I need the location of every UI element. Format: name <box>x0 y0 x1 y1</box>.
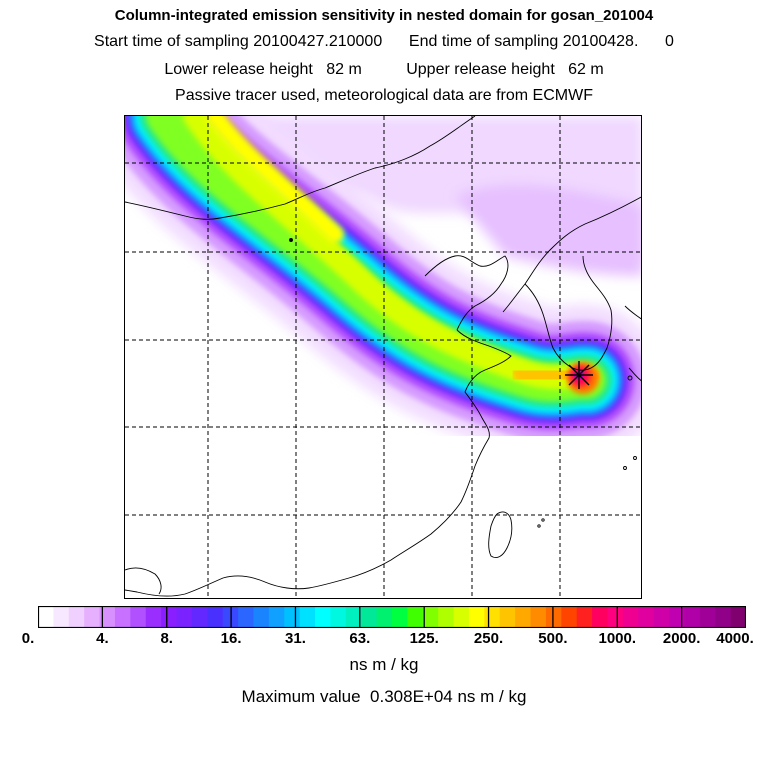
maximum-value-label: Maximum value 0.308E+04 ns m / kg <box>241 687 527 706</box>
colorbar-tick-label: 2000. <box>662 630 701 647</box>
colorbar-swatch <box>68 606 85 628</box>
colorbar-swatch <box>268 606 285 628</box>
colorbar-swatch <box>530 606 547 628</box>
colorbar-tick-label: 8. <box>160 630 173 647</box>
colorbar-tick-label: 31. <box>285 630 306 647</box>
map-svg <box>125 116 641 598</box>
colorbar-tick-label: 0. <box>21 630 35 647</box>
colorbar-swatch <box>84 606 101 628</box>
colorbar-swatch <box>130 606 147 628</box>
colorbar-swatch <box>438 606 455 628</box>
colorbar-swatch <box>330 606 347 628</box>
colorbar-swatch <box>730 606 746 628</box>
colorbar-swatch <box>392 606 408 628</box>
colorbar-units: ns m / kg <box>349 655 419 674</box>
colorbar-swatch <box>99 606 116 628</box>
plume-northeast-light <box>455 185 641 276</box>
sampling-time-line: Start time of sampling 20100427.210000 E… <box>94 33 674 50</box>
colorbar-swatch <box>453 606 470 628</box>
colorbar-border <box>38 606 746 628</box>
colorbar-swatch <box>653 606 670 628</box>
colorbar-tick-label: 500. <box>538 630 568 647</box>
colorbar-swatch <box>592 606 609 628</box>
colorbar-swatch <box>253 606 270 628</box>
coastlines <box>125 116 641 597</box>
colorbar-swatch <box>145 606 162 628</box>
colorbar-swatch <box>161 606 178 628</box>
colorbar-swatch <box>299 606 316 628</box>
release-location-star-marker <box>565 361 593 389</box>
colorbar-swatch <box>284 606 301 628</box>
graticule <box>125 116 641 598</box>
colorbar-swatch <box>114 606 131 628</box>
colorbar-tick-label: 1000. <box>598 630 637 647</box>
colorbar-swatch <box>484 606 501 628</box>
map-panel <box>124 115 642 599</box>
colorbar-swatch <box>238 606 255 628</box>
release-height-line: Lower release height 82 m Upper release … <box>164 61 604 78</box>
tracer-info-line: Passive tracer used, meteorological data… <box>175 87 593 104</box>
colorbar-tick-label: 4. <box>96 630 109 647</box>
colorbar-swatch <box>38 606 54 628</box>
colorbar-swatch <box>315 606 332 628</box>
colorbar-swatch <box>53 606 70 628</box>
colorbar-swatch <box>407 606 424 628</box>
colorbar-swatch <box>361 606 378 628</box>
colorbar-swatch <box>715 606 732 628</box>
colorbar-swatch <box>422 606 439 628</box>
colorbar-swatch <box>561 606 578 628</box>
colorbar-tick-label: 125. <box>409 630 439 647</box>
colorbar-tick-label: 250. <box>473 630 504 647</box>
colorbar-swatch <box>376 606 393 628</box>
colorbar-swatch <box>638 606 655 628</box>
colorbar-swatch <box>207 606 224 628</box>
colorbar-swatch <box>499 606 516 628</box>
colorbar-swatch <box>176 606 193 628</box>
emission-sensitivity-field <box>125 116 641 458</box>
colorbar-swatch <box>684 606 701 628</box>
colorbar-swatch <box>622 606 639 628</box>
colorbar-swatch <box>699 606 716 628</box>
colorbar-tick-label: 63. <box>349 630 371 647</box>
colorbar-tick-label: 16. <box>220 630 242 647</box>
colorbar-swatch <box>607 606 624 628</box>
colorbar-swatch <box>468 606 485 628</box>
colorbar-swatch <box>345 606 362 628</box>
colorbar-tick-label: 4000. <box>716 630 754 647</box>
colorbar-swatch <box>545 606 562 628</box>
colorbar-swatch <box>191 606 208 628</box>
colorbar-swatch <box>669 606 686 628</box>
colorbar <box>38 606 746 628</box>
colorbar-swatch <box>576 606 593 628</box>
plot-title: Column-integrated emission sensitivity i… <box>114 7 654 24</box>
colorbar-swatch <box>515 606 532 628</box>
